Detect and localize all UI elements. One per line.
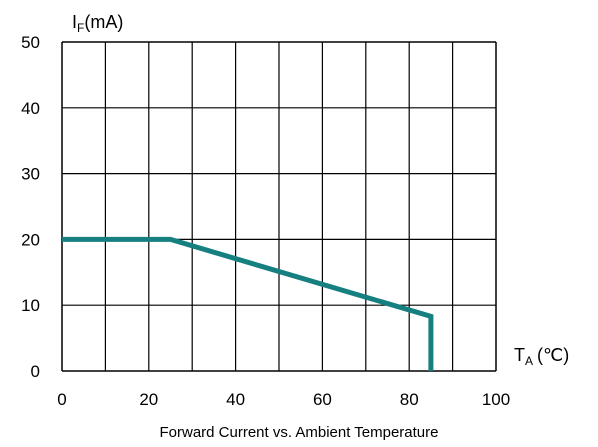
y-tick-label: 30: [21, 165, 40, 184]
y-tick-label: 10: [21, 296, 40, 315]
series-layer: [62, 236, 434, 371]
y-axis-title: IF(mA): [72, 12, 123, 35]
y-tick-label: 0: [31, 362, 40, 381]
y-tick-labels: 0 10 20 30 40 50: [21, 33, 40, 381]
series-line: [62, 236, 434, 371]
y-tick-label: 50: [21, 33, 40, 52]
x-tick-label: 20: [139, 390, 158, 409]
x-axis-title: TA (℃): [514, 345, 569, 368]
grid-lines: [61, 41, 497, 372]
x-tick-labels: 0 20 40 60 80 100: [57, 390, 510, 409]
x-tick-label: 60: [313, 390, 332, 409]
x-tick-label: 40: [226, 390, 245, 409]
y-tick-label: 20: [21, 230, 40, 249]
x-tick-label: 100: [482, 390, 510, 409]
x-tick-label: 80: [400, 390, 419, 409]
y-tick-label: 40: [21, 99, 40, 118]
chart-title: Forward Current vs. Ambient Temperature: [159, 424, 439, 441]
x-tick-label: 0: [57, 390, 66, 409]
